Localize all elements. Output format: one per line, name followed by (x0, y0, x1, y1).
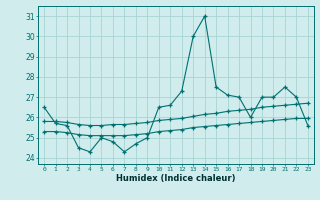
X-axis label: Humidex (Indice chaleur): Humidex (Indice chaleur) (116, 174, 236, 183)
